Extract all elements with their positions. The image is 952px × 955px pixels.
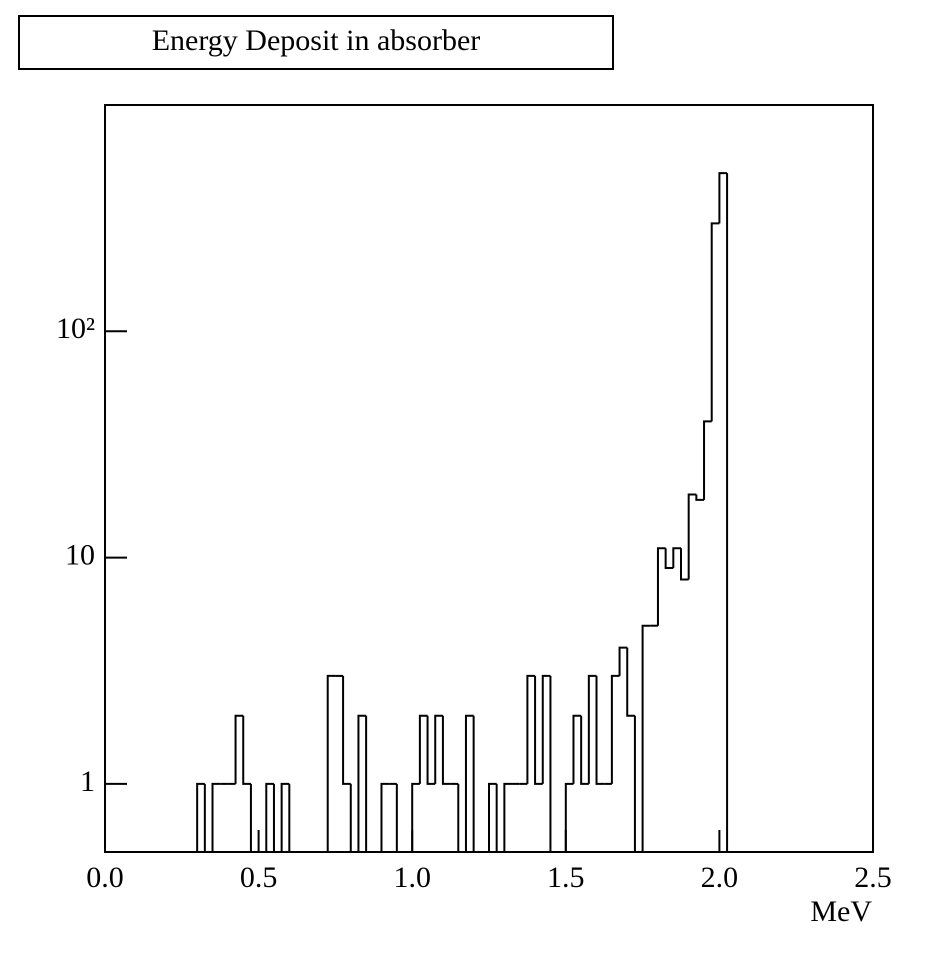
histogram-bin: [326, 674, 336, 852]
histogram-bin: [395, 783, 405, 853]
histogram-bin: [610, 674, 620, 784]
histogram-bin: [265, 782, 274, 852]
histogram-bin: [457, 783, 466, 853]
histogram-bin: [472, 715, 482, 853]
histogram-bin: [342, 675, 351, 785]
histogram-bin: [272, 783, 282, 853]
plot-frame: [104, 104, 874, 853]
histogram-bin: [441, 715, 451, 785]
title-box: [18, 15, 614, 70]
histogram-bin: [695, 494, 705, 501]
histogram-bin: [526, 674, 536, 784]
histogram-bin: [495, 783, 505, 853]
histogram-bin: [434, 714, 443, 784]
histogram-bin: [288, 783, 297, 853]
x-tick-label: 2.5: [854, 861, 892, 894]
histogram-bin: [595, 675, 605, 785]
histogram-bin: [418, 714, 428, 784]
histogram-bin: [572, 714, 582, 784]
histogram-bin: [718, 172, 728, 224]
histogram-bin: [541, 674, 551, 784]
histogram-bin: [464, 714, 474, 852]
histogram-bin: [242, 715, 251, 785]
x-tick-label: 1.5: [547, 861, 585, 894]
y-tick-label: 10²: [56, 312, 95, 345]
histogram-bin: [633, 715, 643, 853]
y-tick-label: 10: [65, 538, 95, 571]
y-tick-label: 1: [80, 765, 95, 798]
histogram-bin: [687, 493, 697, 580]
histogram-bin: [357, 714, 367, 852]
histogram-bin: [280, 782, 290, 852]
histogram-bin: [564, 782, 574, 852]
chart-title: Energy Deposit in absorber: [152, 24, 481, 57]
histogram-bin: [703, 420, 712, 500]
histogram-bin: [656, 547, 666, 626]
x-tick-label: 0.0: [86, 861, 124, 894]
x-tick-label: 2.0: [701, 861, 739, 894]
histogram-bin: [211, 782, 221, 852]
histogram-bin: [680, 548, 689, 581]
histogram-bin: [726, 173, 735, 853]
histogram-bin: [672, 547, 681, 568]
histogram-bin: [587, 674, 597, 784]
histogram-bin: [411, 782, 420, 852]
histogram-bin: [626, 647, 635, 717]
histogram-bin: [618, 646, 628, 676]
histogram-bin: [710, 222, 720, 422]
x-tick-label: 0.5: [240, 861, 278, 894]
histogram-bin: [549, 675, 559, 853]
histogram-bin: [426, 715, 436, 785]
histogram-bin: [664, 548, 674, 569]
histogram-bin: [488, 782, 497, 852]
histogram-bin: [249, 783, 259, 853]
histogram-bin: [641, 624, 651, 852]
histogram-bin: [365, 715, 374, 853]
histogram-bin: [503, 782, 513, 852]
histogram-bin: [196, 782, 205, 852]
histogram-bin: [349, 783, 359, 853]
histogram-bin: [380, 782, 390, 852]
histogram-bin: [534, 675, 543, 785]
x-tick-label: 1.0: [393, 861, 431, 894]
histogram-bin: [234, 714, 244, 784]
x-axis-label: MeV: [810, 895, 872, 928]
histogram-bin: [580, 715, 589, 785]
histogram-bin: [203, 783, 213, 853]
